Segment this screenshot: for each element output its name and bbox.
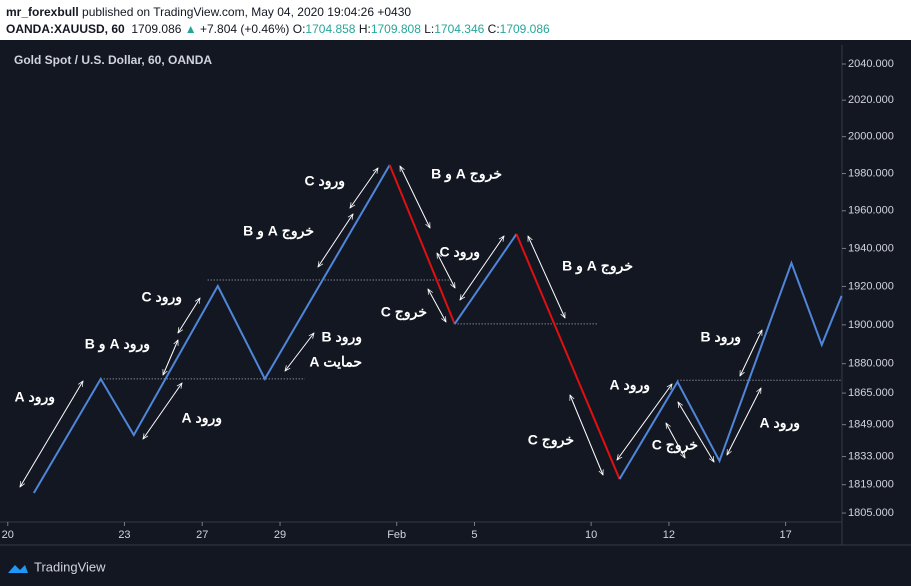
ohlc-value: 1709.086	[499, 22, 550, 36]
arrow	[436, 253, 456, 288]
author: mr_forexbull	[6, 5, 79, 19]
y-tick-label: 1819.000	[848, 479, 894, 491]
annotation: خروج A و B	[243, 223, 314, 240]
annotation: ورود A و B	[85, 336, 150, 353]
chart-title: Gold Spot / U.S. Dollar, 60, OANDA	[14, 53, 212, 67]
arrow	[318, 214, 353, 267]
annotation: حمایت A	[309, 354, 362, 370]
y-tick-label: 1805.000	[848, 507, 894, 519]
x-tick-label: 17	[779, 529, 791, 541]
y-tick-label: 1833.000	[848, 450, 894, 462]
arrow	[399, 166, 431, 228]
y-tick-label: 1900.000	[848, 319, 894, 331]
x-tick-label: 20	[2, 529, 14, 541]
x-tick-label: 10	[585, 529, 597, 541]
last: 1709.086	[131, 22, 182, 36]
y-tick-label: 1920.000	[848, 280, 894, 292]
brand: TradingView	[34, 559, 106, 574]
publish-line: mr_forexbull published on TradingView.co…	[6, 5, 411, 19]
arrow	[427, 289, 447, 322]
ohlc-label: L:	[424, 22, 435, 36]
y-tick-label: 1980.000	[848, 167, 894, 179]
annotation: خروج A و B	[431, 166, 502, 183]
arrow	[143, 383, 182, 439]
y-tick-label: 1865.000	[848, 387, 894, 399]
arrow	[665, 423, 686, 458]
ohlc-label: O:	[292, 22, 306, 36]
annotation: خروج C	[381, 304, 427, 321]
arrow	[678, 402, 714, 462]
quote-line: OANDA:XAUUSD, 60 1709.086 ▲ +7.804 (+0.4…	[6, 22, 550, 36]
y-tick-label: 1880.000	[848, 358, 894, 370]
published: published on TradingView.com, May 04, 20…	[82, 5, 412, 19]
annotation: ورود A	[609, 377, 650, 394]
symbol: OANDA:XAUUSD, 60	[6, 22, 125, 36]
y-tick-label: 2000.000	[848, 131, 894, 143]
annotation: خروج A و B	[562, 258, 633, 275]
annotation: ورود A	[181, 410, 222, 427]
x-tick-label: 12	[663, 529, 675, 541]
arrow	[178, 298, 200, 333]
annotation: ورود A	[14, 389, 55, 406]
arrow	[739, 330, 763, 376]
x-tick-label: 29	[274, 529, 286, 541]
y-tick-label: 1849.000	[848, 419, 894, 431]
y-tick-label: 1940.000	[848, 242, 894, 254]
arrow	[527, 236, 566, 318]
ohlc-value: 1709.808	[370, 22, 421, 36]
arrow	[20, 381, 83, 487]
annotation: ورود C	[304, 173, 345, 190]
y-tick-label: 2040.000	[848, 58, 894, 70]
arrow	[726, 388, 762, 455]
up-icon: ▲	[184, 22, 197, 36]
annotation: ورود C	[439, 244, 480, 261]
arrow	[617, 384, 672, 460]
x-tick-label: 27	[196, 529, 208, 541]
change: +7.804 (+0.46%)	[200, 22, 290, 36]
header: mr_forexbull published on TradingView.co…	[0, 0, 911, 40]
y-tick-label: 2020.000	[848, 94, 894, 106]
x-tick-label: 5	[471, 529, 477, 541]
annotation: خروج C	[652, 437, 698, 454]
x-tick-label: Feb	[387, 529, 406, 541]
arrow	[350, 168, 378, 208]
arrow	[570, 395, 603, 475]
ohlc-label: H:	[358, 22, 371, 36]
ohlc-value: 1704.858	[305, 22, 356, 36]
annotation: ورود B	[321, 329, 362, 346]
annotation: خروج C	[528, 432, 574, 449]
background	[0, 40, 911, 586]
logo	[8, 565, 28, 573]
annotation: ورود A	[759, 415, 800, 432]
x-tick-label: 23	[118, 529, 130, 541]
chart: Gold Spot / U.S. Dollar, 60, OANDA Tradi…	[0, 40, 911, 586]
arrow	[285, 333, 314, 371]
arrow	[460, 236, 504, 300]
y-tick-label: 1960.000	[848, 205, 894, 217]
arrow	[162, 340, 179, 375]
ohlc-value: 1704.346	[434, 22, 485, 36]
ohlc-label: C:	[487, 22, 500, 36]
annotation: ورود B	[700, 329, 741, 346]
ohlc: O:1704.858 H:1709.808 L:1704.346 C:1709.…	[293, 22, 550, 36]
annotation: ورود C	[141, 289, 182, 306]
